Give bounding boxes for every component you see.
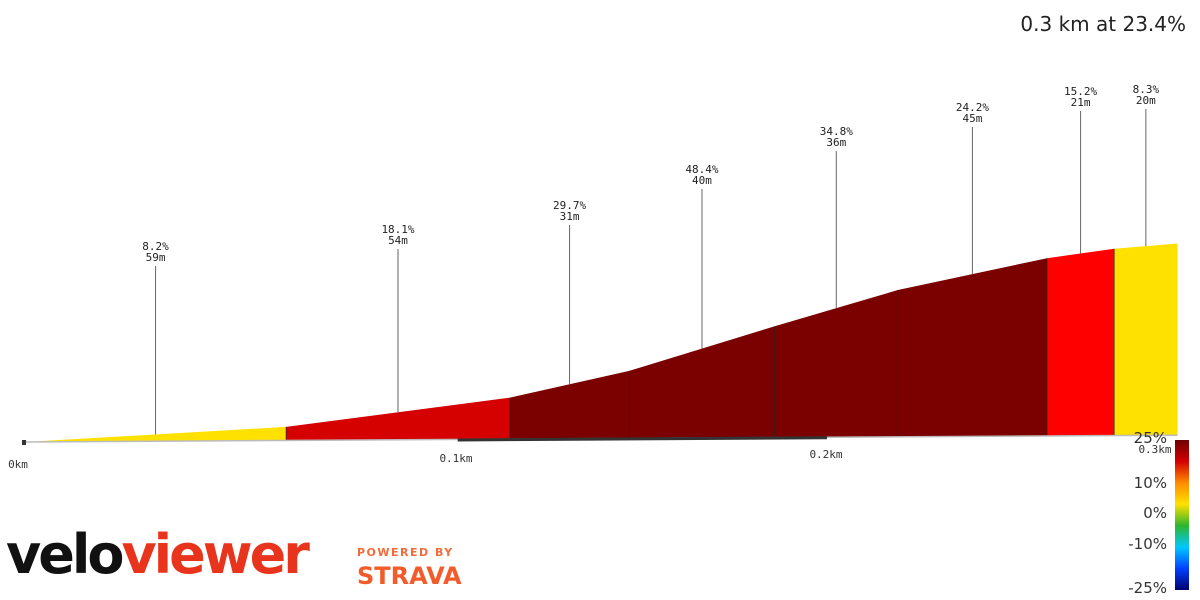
- segment-area: [897, 258, 1048, 437]
- x-tick-label: 0.1km: [439, 452, 472, 465]
- segment-length-label: 21m: [1071, 96, 1091, 109]
- veloviewer-logo: veloviewer: [6, 523, 310, 586]
- segment-callouts: 8.2%59m 18.1%54m 29.7%31m 48.4%40m 34.8%36m 2…: [142, 83, 1160, 435]
- segment-gradient-label: 8.2%: [142, 240, 169, 253]
- segment-length-label: 59m: [146, 251, 166, 264]
- x-tick-label: 0.3km: [1138, 443, 1171, 456]
- segment-gradient-label: 48.4%: [685, 163, 718, 176]
- segment-area: [1114, 243, 1178, 436]
- segment-length-label: 36m: [826, 136, 846, 149]
- x-tick-label: 0km: [8, 458, 28, 471]
- profile-segments: [25, 243, 1178, 442]
- segment-gradient-label: 15.2%: [1064, 85, 1097, 98]
- gradient-scale-label: -25%: [1128, 579, 1167, 597]
- segment-length-label: 40m: [692, 174, 712, 187]
- segment-gradient-label: 18.1%: [381, 223, 414, 236]
- route-summary: 0.3 km at 23.4%: [1020, 12, 1186, 36]
- segment-gradient-label: 24.2%: [956, 101, 989, 114]
- segment-length-label: 45m: [962, 112, 982, 125]
- gradient-scale-bar: [1175, 440, 1189, 590]
- segment-area: [629, 326, 775, 439]
- baseline-shadow: [457, 436, 827, 442]
- segment-area: [1047, 248, 1115, 436]
- x-tick-label: 0.2km: [809, 448, 842, 461]
- segment-length-label: 54m: [388, 234, 408, 247]
- segment-area: [286, 397, 510, 441]
- profile-base: [22, 434, 1178, 445]
- gradient-scale-label: 0%: [1143, 504, 1167, 522]
- segment-dividers: [285, 248, 1115, 441]
- segment-gradient-label: 29.7%: [553, 199, 586, 212]
- segment-area: [774, 290, 898, 438]
- gradient-color-scale: 25% 10% 0% -10% -25%: [1128, 429, 1189, 597]
- gradient-scale-label: -10%: [1128, 535, 1167, 553]
- segment-length-label: 31m: [560, 210, 580, 223]
- powered-by-label: POWERED BY: [357, 546, 454, 559]
- baseline-start-cap: [22, 440, 26, 445]
- segment-gradient-label: 8.3%: [1133, 83, 1160, 96]
- strava-logo: STRAVA: [357, 562, 462, 590]
- x-axis-ticks: 0km 0.1km 0.2km 0.3km: [8, 443, 1172, 471]
- segment-length-label: 20m: [1136, 94, 1156, 107]
- segment-area: [509, 370, 630, 440]
- segment-gradient-label: 34.8%: [820, 125, 853, 138]
- gradient-scale-label: 25%: [1134, 429, 1167, 447]
- gradient-scale-label: 10%: [1134, 474, 1167, 492]
